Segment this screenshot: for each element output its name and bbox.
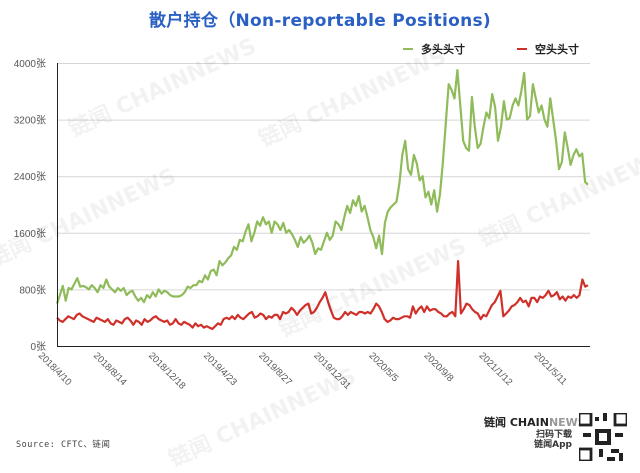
x-tick-label: 2020/5/5 [366,350,400,384]
legend-swatch-short [517,48,527,50]
y-tick-label: 2400张 [14,171,46,183]
y-tick-label: 0张 [30,341,46,353]
y-tick-label: 4000张 [14,58,46,70]
brand-cn: 链闻 [484,416,506,429]
x-tick-label: 2019/4/23 [201,350,239,388]
brand-slogan-line2: 链闻App [534,440,572,450]
legend-item-short: 空头头寸 [517,41,579,57]
brand-slogan-line1: 扫码下载 [535,430,572,440]
x-tick-label: 2018/8/14 [91,350,129,388]
data-series [55,68,589,331]
brand-en-bold: CHAIN [509,416,549,429]
x-tick-label: 2021/5/11 [532,350,569,387]
y-gridlines [57,63,590,291]
qr-code-icon[interactable] [579,413,627,461]
legend-label-long: 多头头寸 [421,43,465,56]
y-tick-label: 3200张 [14,115,46,127]
x-tick-label: 2018/12/18 [146,350,187,391]
x-axis-labels: 2018/4/10 2018/8/14 2018/12/18 2019/4/23 201… [36,350,569,391]
brand-en-light: NEWS [548,416,586,429]
x-tick-label: 2019/8/27 [256,350,294,388]
brand-slogan: 扫码下载 链闻App [526,430,572,450]
chart-title: 散户持仓（Non-reportable Positions) [149,11,491,31]
legend-item-long: 多头头寸 [403,41,465,57]
source-note: Source: CFTC、链闻 [16,440,111,450]
legend-label-short: 空头头寸 [535,43,579,56]
long-positions-line [55,68,589,304]
x-tick-label: 2020/9/8 [422,350,456,384]
y-tick-label: 1600张 [14,228,46,240]
x-tick-label: 2021/1/12 [477,350,515,388]
x-tick-label: 2018/4/10 [36,350,74,388]
y-axis-labels: 0张 800张 1600张 2400张 3200张 4000张 [14,58,46,353]
brand-logo: 链闻 CHAINNEWS [484,414,586,430]
short-positions-line [56,260,589,331]
legend-swatch-long [403,48,413,50]
chart-legend: 多头头寸 空头头寸 [0,41,640,59]
x-tick-label: 2019/12/31 [311,350,352,391]
y-tick-label: 800张 [19,284,46,296]
